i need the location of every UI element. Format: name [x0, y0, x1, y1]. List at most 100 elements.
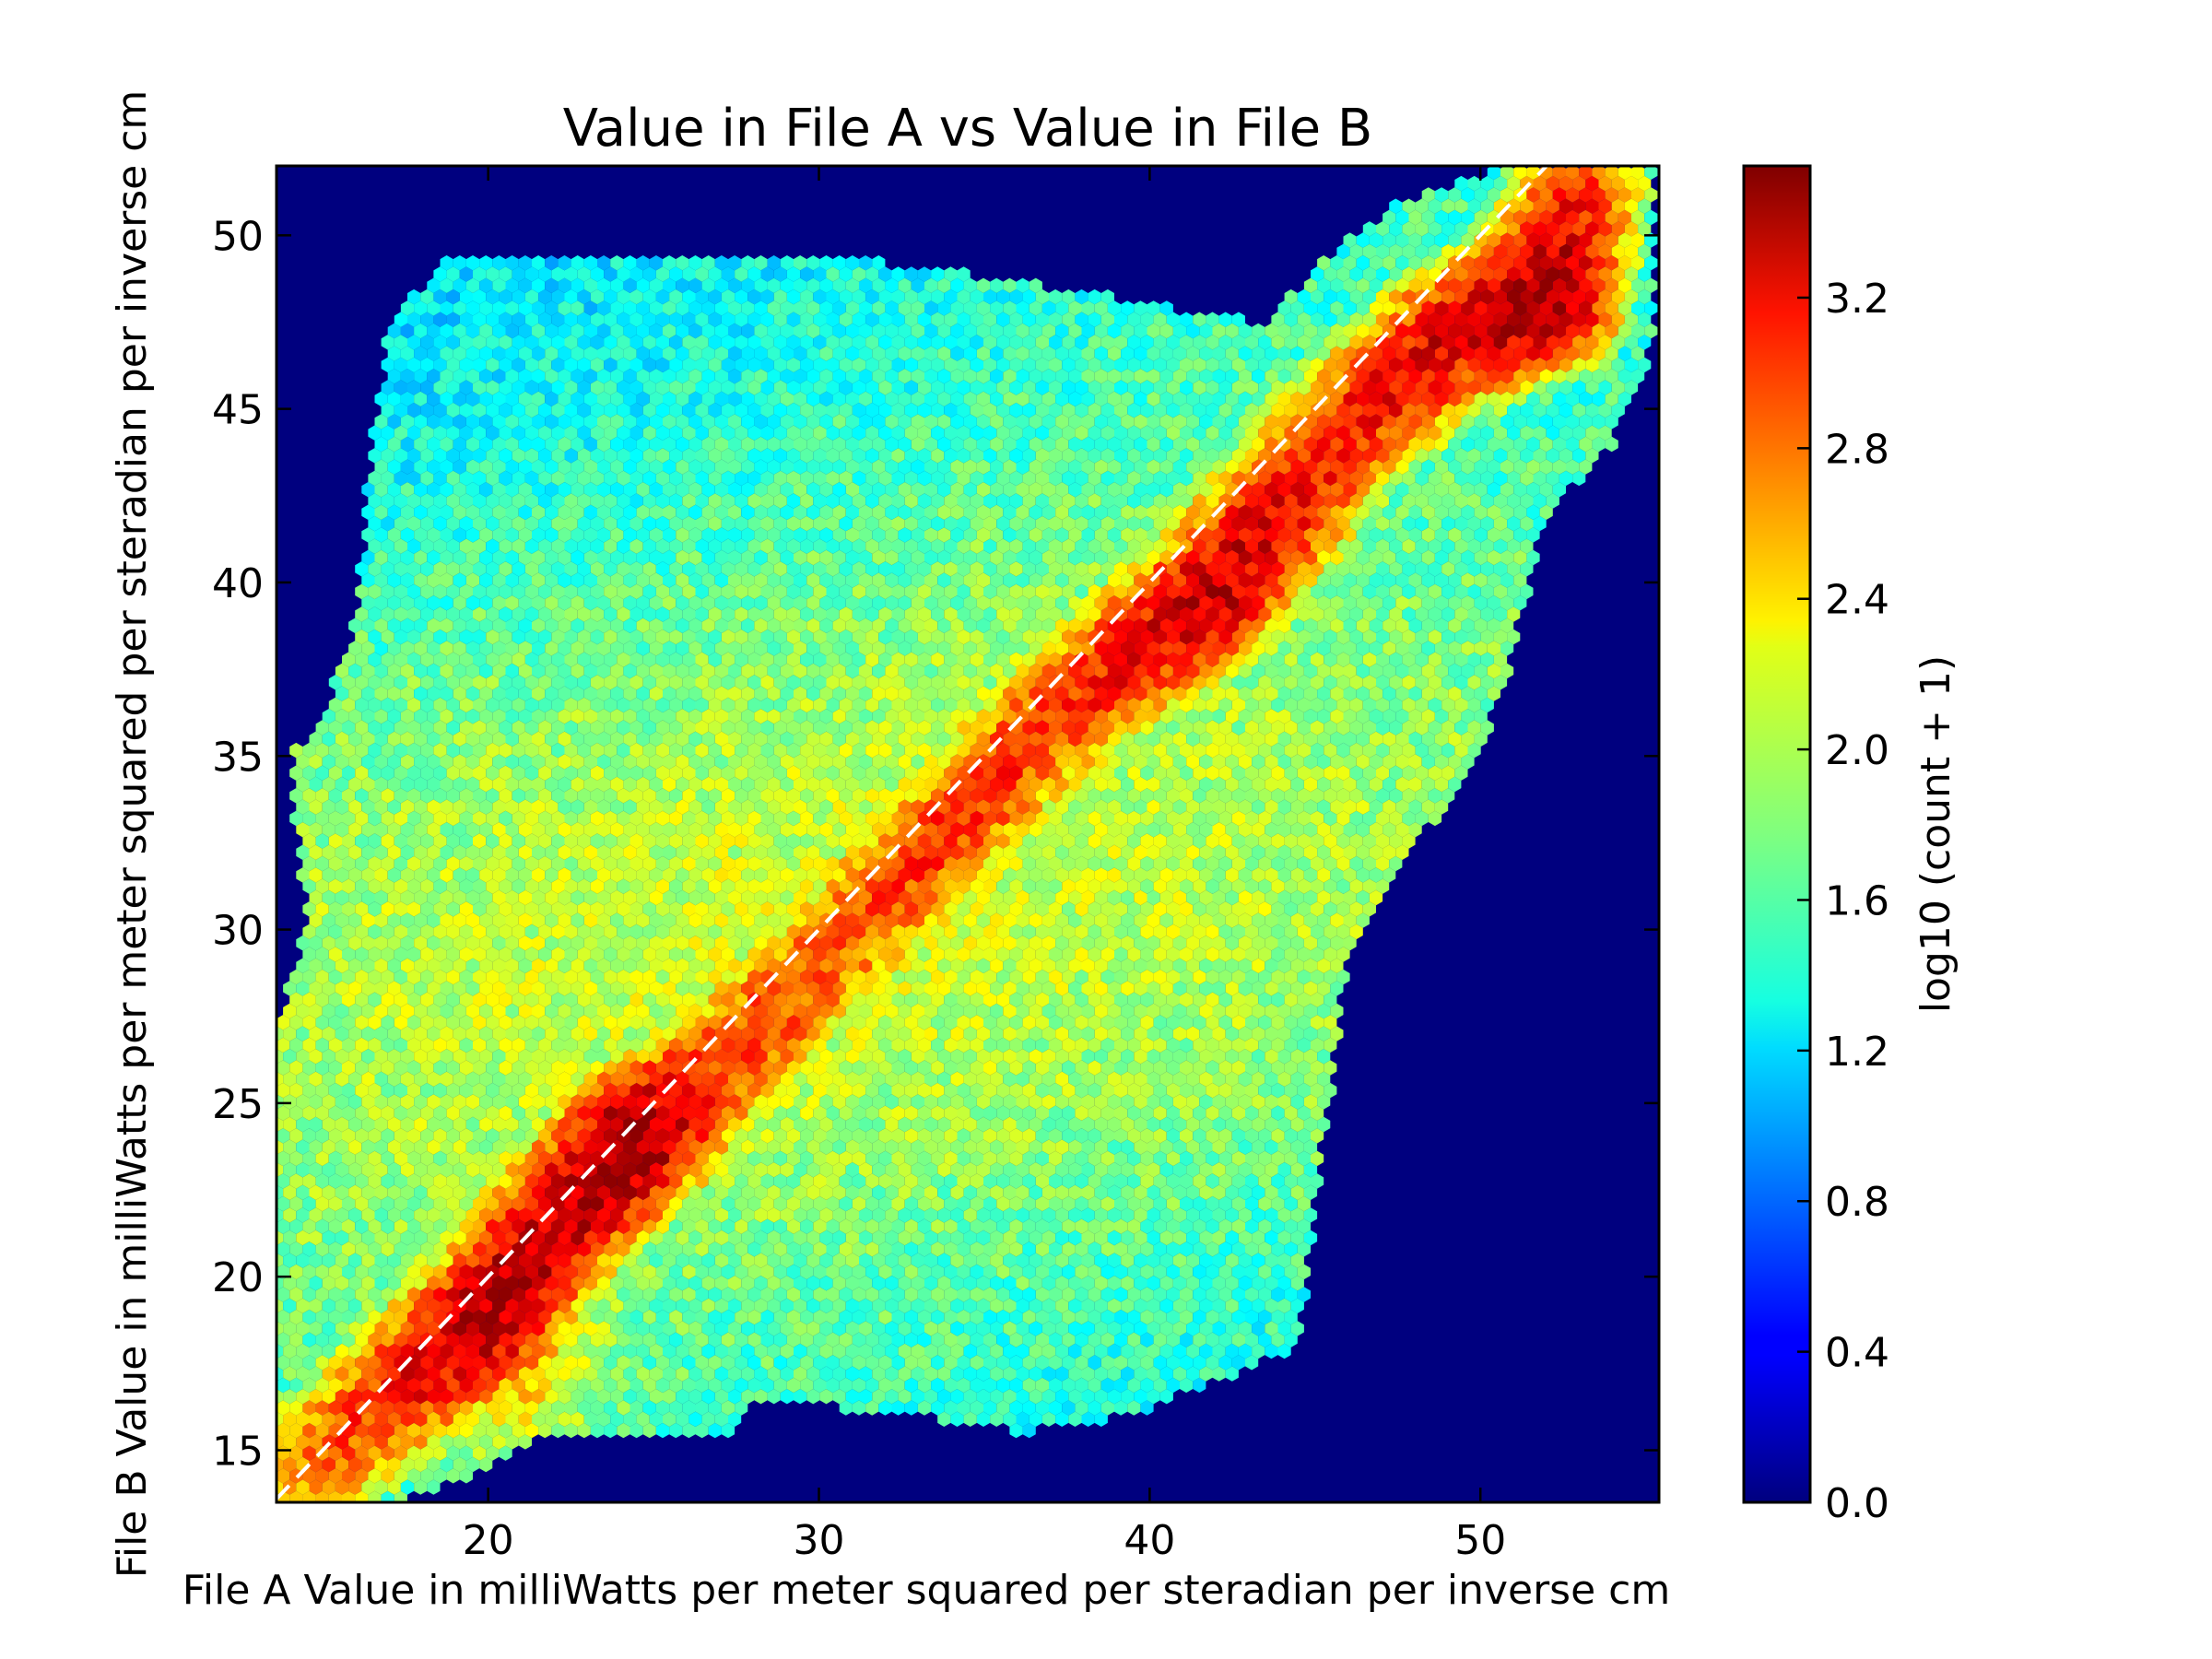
hexbin-cell: [289, 1445, 303, 1461]
hexbin-cell: [1114, 1377, 1128, 1394]
hexbin-cell: [348, 1456, 362, 1473]
hexbin-cell: [505, 1298, 519, 1313]
hexbin-cell: [649, 1253, 663, 1268]
hexbin-cell: [924, 1298, 938, 1313]
hexbin-cell: [446, 1445, 460, 1461]
hexbin-cell: [1049, 1241, 1063, 1257]
hexbin-cell: [708, 1287, 722, 1302]
hexbin-cell: [381, 1468, 394, 1484]
hexbin-cell: [931, 1355, 945, 1371]
hexbin-cell: [558, 1366, 571, 1382]
hexbin-cell: [446, 1309, 460, 1325]
hexbin-cell: [872, 1321, 886, 1336]
hexbin-cell: [1186, 1343, 1200, 1359]
hexbin-cell: [610, 1298, 624, 1313]
hexbin-cell: [872, 1253, 886, 1268]
hexbin-cell: [1068, 1253, 1082, 1268]
hexbin-cell: [283, 1321, 297, 1336]
hexbin-cell: [663, 1253, 677, 1268]
hexbin-cell: [322, 1343, 335, 1359]
hexbin-cell: [957, 1400, 971, 1416]
hexbin-cell: [400, 1434, 415, 1450]
hexbin-cell: [735, 1355, 748, 1371]
hexbin-cell: [322, 1253, 335, 1268]
hexbin-cell: [1199, 1366, 1213, 1382]
hexbin-cell: [1134, 1389, 1147, 1405]
hexbin-cell: [545, 1253, 559, 1268]
hexbin-cell: [714, 1276, 728, 1291]
hexbin-cell: [302, 1332, 316, 1347]
hexbin-cell: [996, 1264, 1010, 1280]
hexbin-cell: [976, 1276, 991, 1291]
hexbin-cell: [564, 1241, 578, 1257]
hexbin-cell: [682, 1241, 696, 1257]
hexbin-cell: [479, 1434, 493, 1450]
hexbin-cell: [355, 1468, 369, 1484]
hexbin-cell: [1252, 1321, 1265, 1336]
hexbin-cell: [728, 1253, 742, 1268]
hexbin-cell: [315, 1377, 329, 1394]
hexbin-cell: [610, 1411, 624, 1427]
hexbin-cell: [440, 1276, 453, 1291]
hexbin-cell: [741, 1343, 755, 1359]
hexbin-cell: [1159, 1343, 1173, 1359]
hexbin-cell: [1100, 1287, 1114, 1302]
hexbin-cell: [440, 1343, 453, 1359]
hexbin-cell: [590, 1287, 605, 1302]
hexbin-cell: [629, 1355, 643, 1371]
hexbin-cell: [865, 1377, 879, 1394]
hexbin-cell: [545, 1366, 559, 1382]
hexbin-cell: [996, 1355, 1010, 1371]
hexbin-cell: [800, 1264, 814, 1280]
hexbin-cell: [1081, 1253, 1095, 1268]
hexbin-cell: [911, 1276, 924, 1291]
hexbin-cell: [446, 1422, 460, 1439]
hexbin-cell: [433, 1309, 447, 1325]
hexbin-cell: [970, 1264, 983, 1280]
hexbin-cell: [407, 1445, 421, 1461]
hexbin-cell: [957, 1355, 971, 1371]
hexbin-cell: [296, 1343, 310, 1359]
hexbin-cell: [806, 1343, 820, 1359]
hexbin-cell: [433, 1400, 447, 1416]
hexbin-cell: [878, 1400, 892, 1416]
hexbin-cell: [374, 1298, 388, 1313]
hexbin-cell: [414, 1479, 428, 1495]
hexbin-cell: [839, 1287, 853, 1302]
hexbin-cell: [427, 1343, 441, 1359]
hexbin-cell: [1068, 1321, 1082, 1336]
hexbin-cell: [826, 1241, 840, 1257]
hexbin-cell: [276, 1321, 284, 1336]
hexbin-cell: [944, 1264, 958, 1280]
hexbin-cell: [368, 1355, 382, 1371]
hexbin-cell: [342, 1468, 356, 1484]
hexbin-cell: [577, 1287, 591, 1302]
hexbin-cell: [773, 1355, 787, 1371]
hexbin-cell: [1134, 1276, 1147, 1291]
hexbin-cell: [407, 1309, 421, 1325]
hexbin-cell: [283, 1411, 297, 1427]
hexbin-cell: [754, 1253, 768, 1268]
hexbin-cell: [1121, 1321, 1135, 1336]
hexbin-cell: [872, 1298, 886, 1313]
hexbin-cell: [963, 1276, 977, 1291]
hexbin-cell: [1068, 1343, 1082, 1359]
hexbin-cell: [590, 1377, 605, 1394]
hexbin-cell: [505, 1411, 519, 1427]
hexbin-cell: [381, 1309, 394, 1325]
hexbin-cell: [473, 1309, 487, 1325]
hexbin-cell: [335, 1253, 349, 1268]
hexbin-cell: [950, 1253, 964, 1268]
hexbin-cell: [374, 1434, 388, 1450]
hexbin-cell: [368, 1377, 382, 1394]
hexbin-cell: [800, 1309, 814, 1325]
hexbin-cell: [898, 1389, 912, 1405]
hexbin-cell: [852, 1377, 866, 1394]
hexbin-cell: [1003, 1321, 1017, 1336]
hexbin-cell: [1218, 1309, 1232, 1325]
hexbin-cell: [832, 1276, 846, 1291]
hexbin-cell: [283, 1434, 297, 1450]
hexbin-cell: [976, 1411, 991, 1427]
hexbin-cell: [623, 1343, 637, 1359]
